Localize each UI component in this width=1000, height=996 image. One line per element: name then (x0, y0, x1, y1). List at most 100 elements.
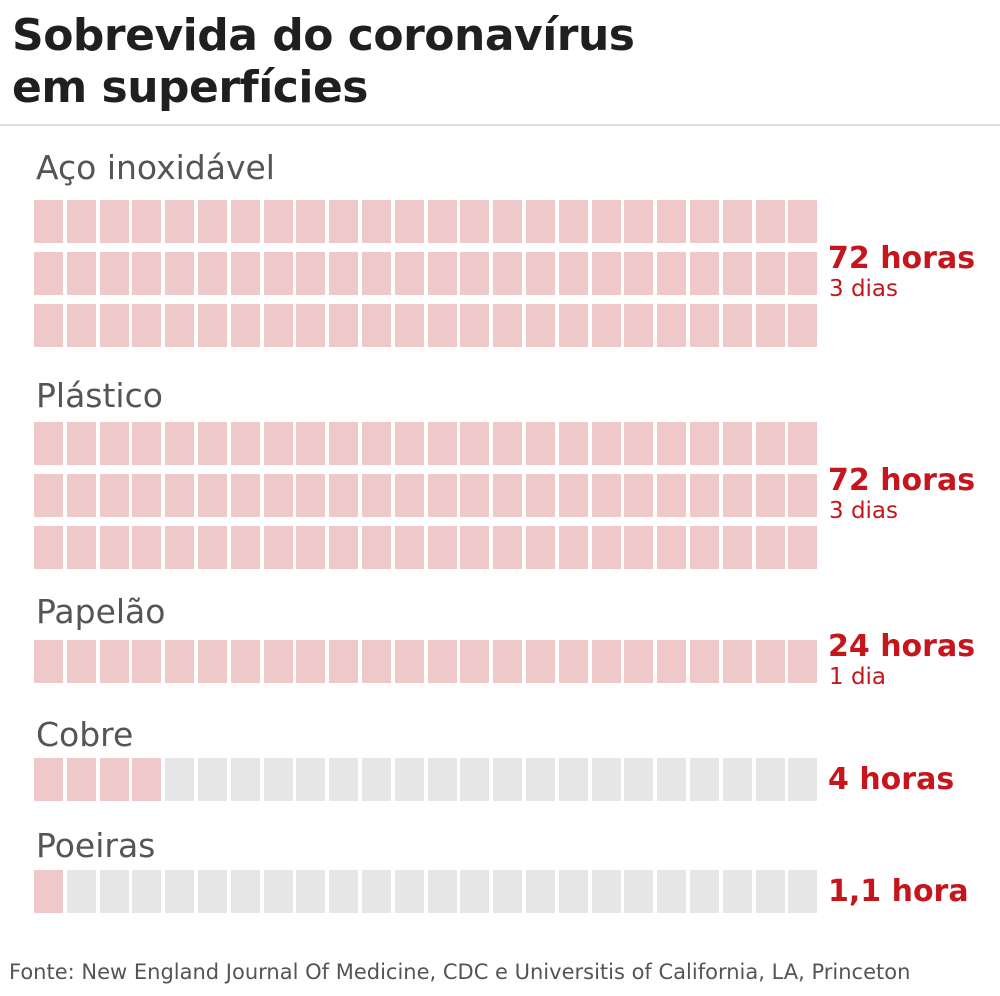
cat-1-hour-block-filled (591, 474, 621, 517)
chart-title: Sobrevida do coronavírus em superfícies (12, 10, 635, 114)
cat-1-label: Plástico (36, 376, 163, 415)
cat-0-hour-block-filled (690, 304, 719, 347)
cat-1-hour-block-filled (755, 422, 785, 465)
cat-0-hour-block-filled (427, 200, 457, 243)
cat-4-hour-block-empty (722, 870, 752, 913)
cat-3-hour-block-empty (198, 758, 227, 801)
cat-1-hour-block-filled (493, 474, 523, 517)
cat-1-hour-block-filled (198, 422, 227, 465)
cat-2-hour-block-filled (263, 640, 293, 683)
cat-2-hour-block-filled (132, 640, 162, 683)
cat-2-hour-block-filled (493, 640, 523, 683)
cat-1-hour-block-filled (198, 526, 227, 569)
cat-3-hour-block-empty (165, 758, 195, 801)
cat-1-hour-block-filled (198, 474, 227, 517)
cat-1-hour-block-filled (296, 422, 326, 465)
cat-4-hour-block-empty (362, 870, 391, 913)
cat-2-hour-block-filled (165, 640, 195, 683)
cat-0-hour-block-filled (657, 252, 687, 295)
cat-1-hour-block-filled (427, 526, 457, 569)
cat-0-hour-block-filled (198, 200, 227, 243)
cat-1-hour-block-filled (493, 526, 523, 569)
cat-1-hour-block-filled (657, 526, 687, 569)
cat-4-hour-block-empty (99, 870, 129, 913)
cat-1-hour-block-filled (66, 474, 96, 517)
cat-1-hour-block-filled (657, 422, 687, 465)
cat-1-days-label: 3 dias (829, 497, 899, 524)
cat-1-hour-block-filled (657, 474, 687, 517)
cat-0-hour-block-filled (394, 304, 424, 347)
cat-0-hour-block-filled (362, 252, 391, 295)
cat-3-hour-block-empty (362, 758, 391, 801)
cat-4-hour-block-empty (591, 870, 621, 913)
cat-1-hour-block-filled (558, 526, 588, 569)
cat-0-hour-block-filled (591, 304, 621, 347)
cat-4-hour-block-empty (198, 870, 227, 913)
cat-0-hour-block-filled (34, 304, 63, 347)
cat-1-hour-block-filled (329, 474, 359, 517)
cat-4-value-label: 1,1 hora (828, 873, 969, 909)
cat-1-hour-block-filled (132, 526, 162, 569)
cat-1-hour-block-filled (362, 526, 391, 569)
cat-1-hour-block-filled (66, 422, 96, 465)
cat-4-hour-block-empty (460, 870, 490, 913)
cat-4-hour-block-empty (526, 870, 555, 913)
cat-0-hour-block-filled (329, 304, 359, 347)
cat-2-hour-block-filled (591, 640, 621, 683)
cat-3-label: Cobre (36, 715, 134, 754)
cat-0-hour-block-filled (132, 252, 162, 295)
cat-0-hour-block-filled (198, 304, 227, 347)
cat-3-hour-block-filled (34, 758, 63, 801)
cat-0-hour-block-filled (755, 252, 785, 295)
cat-4-hour-block-empty (755, 870, 785, 913)
cat-0-hour-block-filled (755, 200, 785, 243)
cat-1-hour-block-filled (230, 526, 260, 569)
cat-1-hour-block-filled (329, 422, 359, 465)
cat-4-hour-block-empty (263, 870, 293, 913)
cat-2-label: Papelão (36, 592, 166, 631)
cat-2-hour-block-filled (66, 640, 96, 683)
cat-1-hour-block-filled (99, 474, 129, 517)
cat-0-hour-block-filled (493, 252, 523, 295)
cat-2-hour-block-filled (34, 640, 63, 683)
cat-1-hour-block-filled (526, 474, 555, 517)
cat-1-value-label: 72 horas (828, 462, 976, 498)
cat-4-hour-block-empty (230, 870, 260, 913)
cat-0-hour-block-filled (427, 304, 457, 347)
cat-1-hour-block-filled (526, 422, 555, 465)
cat-3-hour-block-empty (755, 758, 785, 801)
cat-0-hour-block-filled (690, 252, 719, 295)
cat-1-hour-block-filled (132, 422, 162, 465)
cat-0-hour-block-filled (99, 200, 129, 243)
cat-3-hour-block-empty (657, 758, 687, 801)
cat-1-hour-block-filled (722, 422, 752, 465)
cat-4-hour-block-empty (657, 870, 687, 913)
cat-0-hour-block-filled (624, 304, 654, 347)
cat-3-hour-block-empty (230, 758, 260, 801)
cat-0-days-label: 3 dias (829, 275, 899, 302)
cat-0-hour-block-filled (263, 304, 293, 347)
cat-1-hour-block-filled (362, 422, 391, 465)
cat-0-hour-block-filled (394, 252, 424, 295)
cat-0-hour-block-filled (493, 200, 523, 243)
cat-0-hour-block-filled (230, 252, 260, 295)
cat-0-hour-block-filled (624, 252, 654, 295)
cat-0-hour-block-filled (198, 252, 227, 295)
cat-2-hour-block-filled (427, 640, 457, 683)
cat-4-hour-block-empty (296, 870, 326, 913)
cat-1-hour-block-filled (99, 422, 129, 465)
cat-3-hour-block-empty (722, 758, 752, 801)
cat-4-hour-block-empty (493, 870, 523, 913)
cat-1-hour-block-filled (591, 422, 621, 465)
cat-0-hour-block-filled (362, 200, 391, 243)
cat-1-hour-block-filled (394, 422, 424, 465)
cat-0-hour-block-filled (460, 304, 490, 347)
cat-1-hour-block-filled (66, 526, 96, 569)
cat-0-hour-block-filled (34, 200, 63, 243)
cat-0-hour-block-filled (624, 200, 654, 243)
cat-1-hour-block-filled (591, 526, 621, 569)
cat-1-hour-block-filled (722, 526, 752, 569)
cat-2-hour-block-filled (230, 640, 260, 683)
cat-0-hour-block-filled (99, 252, 129, 295)
cat-0-hour-block-filled (263, 200, 293, 243)
